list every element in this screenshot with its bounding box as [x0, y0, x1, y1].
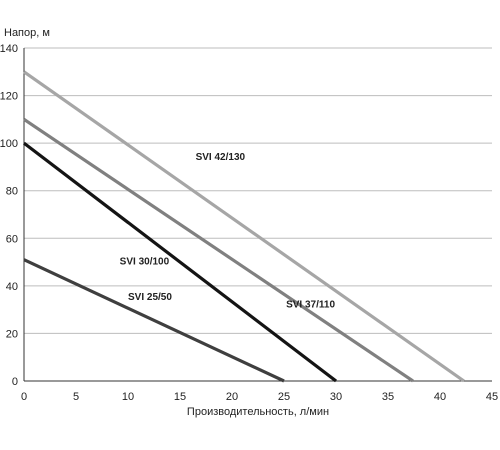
series-label: SVI 42/130 [196, 152, 246, 163]
y-tick-label: 60 [6, 233, 18, 245]
y-tick-label: 40 [6, 281, 18, 293]
y-tick-label: 100 [0, 138, 18, 150]
x-tick-label: 15 [174, 391, 186, 403]
series-line [23, 258, 285, 383]
x-tick-label: 10 [122, 391, 134, 403]
x-tick-label: 40 [434, 391, 446, 403]
axes: Напор, м Производительность, л/мин [4, 27, 492, 418]
y-tick-label: 20 [6, 328, 18, 340]
x-tick-label: 35 [382, 391, 394, 403]
series-line [23, 70, 465, 383]
x-tick-label: 45 [486, 391, 498, 403]
series-labels: SVI 42/130 SVI 37/110 SVI 30/100 SVI 25/50 [120, 152, 336, 310]
series-lines [23, 70, 465, 383]
series-line [23, 141, 337, 383]
x-tick-label: 5 [73, 391, 79, 403]
tick-labels: 0 20 40 60 80 100 120 140 0 5 10 15 20 25 30 35 40 45 [0, 43, 498, 403]
y-tick-label: 140 [0, 43, 18, 55]
x-tick-label: 20 [226, 391, 238, 403]
x-tick-label: 25 [278, 391, 290, 403]
grid [24, 47, 492, 334]
y-tick-label: 0 [12, 376, 18, 388]
series-line [23, 118, 414, 383]
y-tick-label: 80 [6, 186, 18, 198]
series-label: SVI 30/100 [120, 256, 170, 267]
y-axis-title: Напор, м [4, 27, 50, 39]
x-tick-label: 0 [21, 391, 27, 403]
y-tick-label: 120 [0, 91, 18, 103]
x-axis-title: Производительность, л/мин [187, 406, 329, 418]
series-label: SVI 37/110 [286, 299, 335, 310]
series-label: SVI 25/50 [128, 292, 172, 303]
x-tick-label: 30 [330, 391, 342, 403]
